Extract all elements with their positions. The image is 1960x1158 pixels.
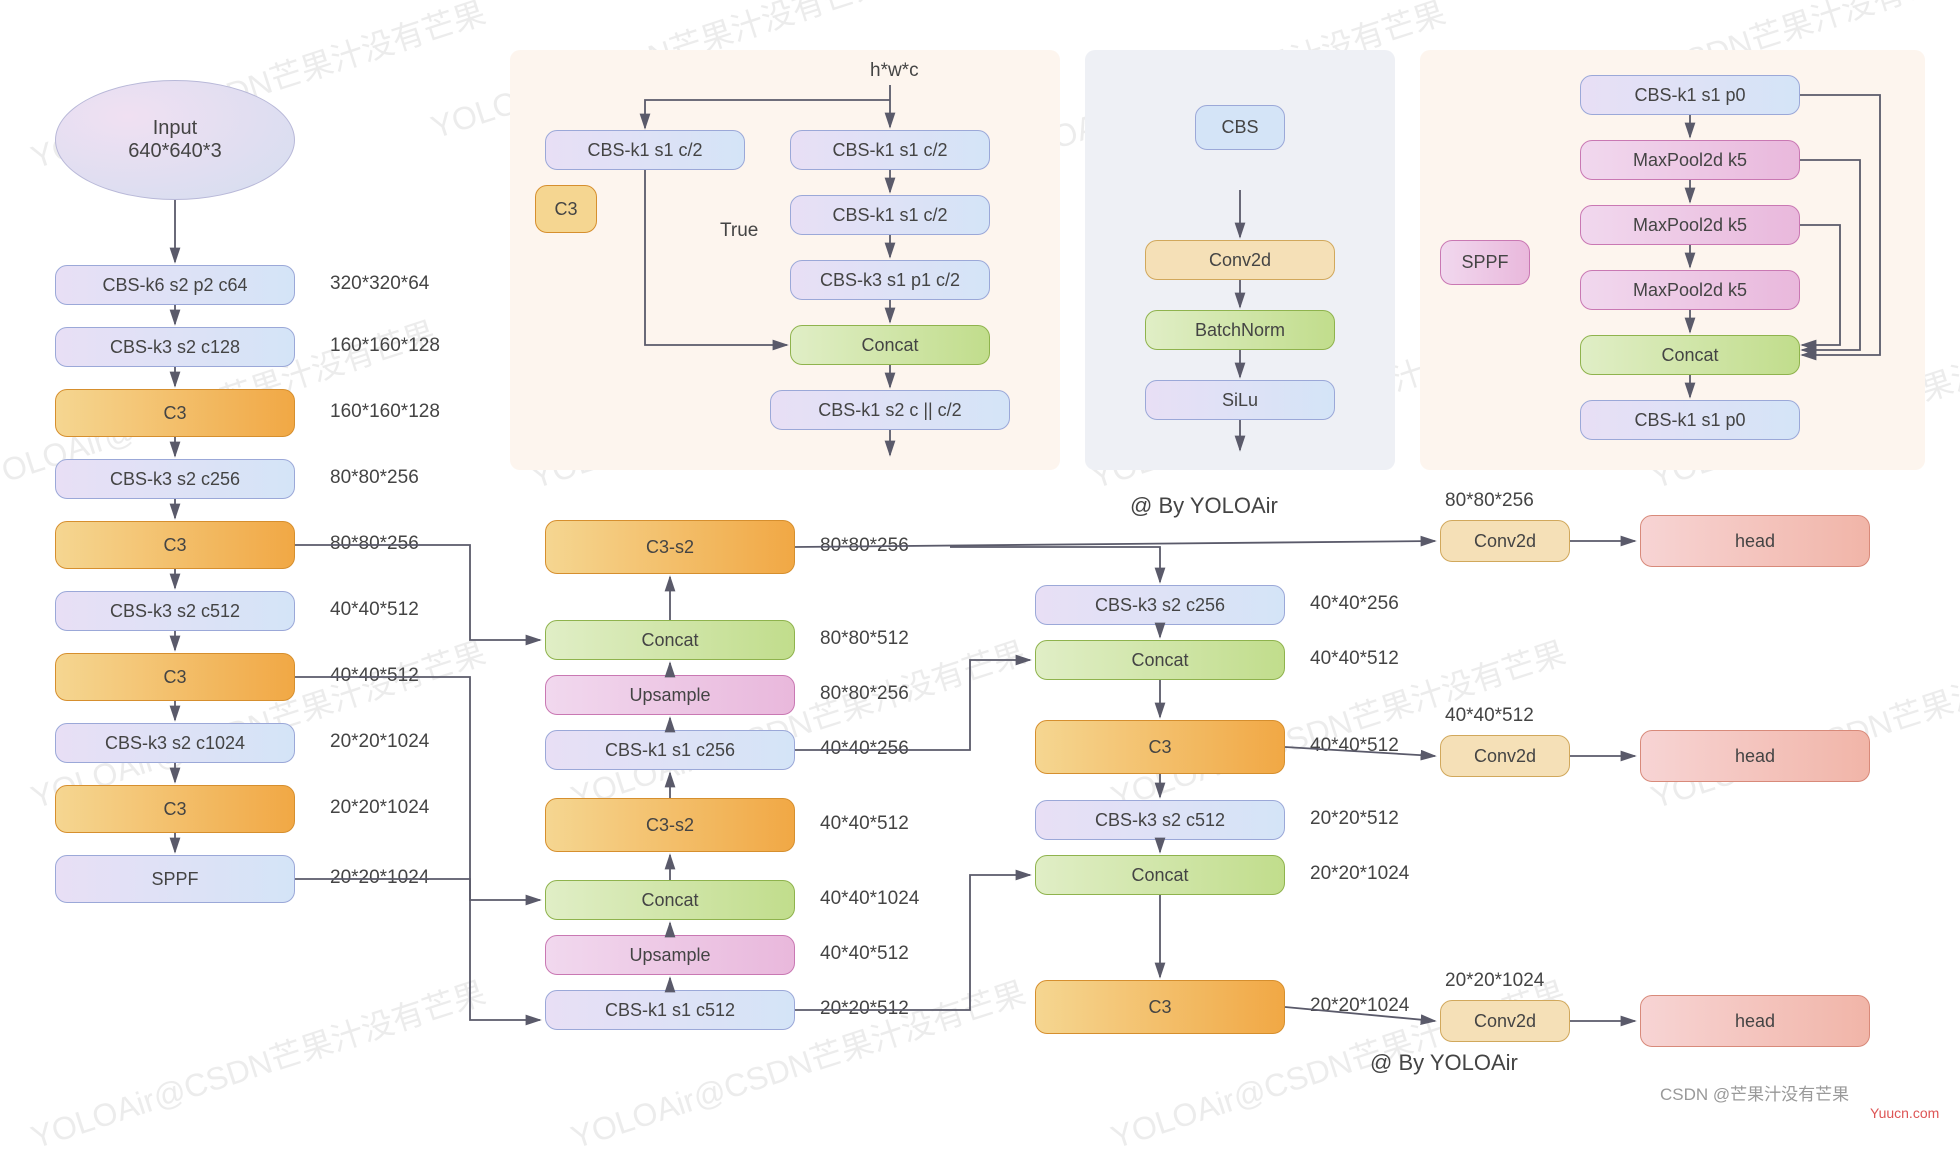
credit-csdn: CSDN @芒果汁没有芒果 — [1660, 1080, 1849, 1105]
backbone-dim-3: 80*80*256 — [330, 467, 419, 489]
neck1-dim-6: 80*80*512 — [820, 628, 909, 650]
neck2-3: CBS-k3 s2 c512 — [1035, 800, 1285, 840]
cbs-silu: SiLu — [1145, 380, 1335, 420]
neck1-dim-0: 20*20*512 — [820, 998, 909, 1020]
neck2-0: CBS-k3 s2 c256 — [1035, 585, 1285, 625]
credit-yuucn: Yuucn.com — [1870, 1105, 1939, 1121]
input-node: Input 640*640*3 — [55, 80, 295, 200]
sppf-mp3: MaxPool2d k5 — [1580, 270, 1800, 310]
backbone-dim-5: 40*40*512 — [330, 599, 419, 621]
backbone-9: SPPF — [55, 855, 295, 903]
c3-cbs-out: CBS-k1 s2 c || c/2 — [770, 390, 1010, 430]
head-2: head — [1640, 995, 1870, 1047]
watermark: YOLOAir@CSDN芒果汁没有芒果 — [25, 968, 491, 1158]
head-0: head — [1640, 515, 1870, 567]
sppf-cbs1: CBS-k1 s1 p0 — [1580, 75, 1800, 115]
neck1-4: CBS-k1 s1 c256 — [545, 730, 795, 770]
neck2-dim-3: 20*20*512 — [1310, 808, 1399, 830]
conv-dim-1: 40*40*512 — [1445, 705, 1534, 727]
sppf-concat: Concat — [1580, 335, 1800, 375]
c3-cbs-3: CBS-k3 s1 p1 c/2 — [790, 260, 990, 300]
neck1-0: CBS-k1 s1 c512 — [545, 990, 795, 1030]
neck2-1: Concat — [1035, 640, 1285, 680]
neck1-dim-3: 40*40*512 — [820, 813, 909, 835]
neck2-dim-4: 20*20*1024 — [1310, 863, 1409, 885]
neck1-dim-2: 40*40*1024 — [820, 888, 919, 910]
neck1-7: C3-s2 — [545, 520, 795, 574]
credit-by: @ By YOLOAir — [1130, 493, 1278, 519]
backbone-dim-9: 20*20*1024 — [330, 867, 429, 889]
neck2-dim-0: 40*40*256 — [1310, 593, 1399, 615]
neck1-2: Concat — [545, 880, 795, 920]
neck2-5: C3 — [1035, 980, 1285, 1034]
neck2-dim-1: 40*40*512 — [1310, 648, 1399, 670]
conv-dim-2: 20*20*1024 — [1445, 970, 1544, 992]
neck2-4: Concat — [1035, 855, 1285, 895]
cbs-tag: CBS — [1195, 105, 1285, 150]
head-1: head — [1640, 730, 1870, 782]
credit-by2: @ By YOLOAir — [1370, 1050, 1518, 1076]
cbs-conv: Conv2d — [1145, 240, 1335, 280]
backbone-dim-7: 20*20*1024 — [330, 731, 429, 753]
c3-tag: C3 — [535, 185, 597, 233]
neck1-dim-1: 40*40*512 — [820, 943, 909, 965]
sppf-mp2: MaxPool2d k5 — [1580, 205, 1800, 245]
backbone-1: CBS-k3 s2 c128 — [55, 327, 295, 367]
backbone-2: C3 — [55, 389, 295, 437]
conv-1: Conv2d — [1440, 735, 1570, 777]
backbone-8: C3 — [55, 785, 295, 833]
c3-cbs-2: CBS-k1 s1 c/2 — [790, 195, 990, 235]
backbone-3: CBS-k3 s2 c256 — [55, 459, 295, 499]
backbone-dim-2: 160*160*128 — [330, 401, 440, 423]
sppf-tag: SPPF — [1440, 240, 1530, 285]
neck1-3: C3-s2 — [545, 798, 795, 852]
backbone-dim-1: 160*160*128 — [330, 335, 440, 357]
neck1-1: Upsample — [545, 935, 795, 975]
true-label: True — [720, 220, 758, 242]
neck1-dim-7: 80*80*256 — [820, 535, 909, 557]
neck1-5: Upsample — [545, 675, 795, 715]
backbone-4: C3 — [55, 521, 295, 569]
conv-2: Conv2d — [1440, 1000, 1570, 1042]
sppf-mp1: MaxPool2d k5 — [1580, 140, 1800, 180]
conv-0: Conv2d — [1440, 520, 1570, 562]
watermark: YOLOAir@CSDN芒果汁没有芒果 — [1645, 628, 1960, 819]
neck2-2: C3 — [1035, 720, 1285, 774]
sppf-cbs2: CBS-k1 s1 p0 — [1580, 400, 1800, 440]
backbone-dim-4: 80*80*256 — [330, 533, 419, 555]
backbone-5: CBS-k3 s2 c512 — [55, 591, 295, 631]
cbs-bn: BatchNorm — [1145, 310, 1335, 350]
conv-dim-0: 80*80*256 — [1445, 490, 1534, 512]
c3-cbs-right: CBS-k1 s1 c/2 — [790, 130, 990, 170]
backbone-7: CBS-k3 s2 c1024 — [55, 723, 295, 763]
neck1-dim-4: 40*40*256 — [820, 738, 909, 760]
neck1-dim-5: 80*80*256 — [820, 683, 909, 705]
neck1-6: Concat — [545, 620, 795, 660]
c3-concat: Concat — [790, 325, 990, 365]
neck2-dim-2: 40*40*512 — [1310, 735, 1399, 757]
backbone-0: CBS-k6 s2 p2 c64 — [55, 265, 295, 305]
backbone-dim-6: 40*40*512 — [330, 665, 419, 687]
c3-cbs-left: CBS-k1 s1 c/2 — [545, 130, 745, 170]
backbone-dim-0: 320*320*64 — [330, 273, 429, 295]
hwc-label: h*w*c — [870, 60, 919, 82]
neck2-dim-5: 20*20*1024 — [1310, 995, 1409, 1017]
backbone-dim-8: 20*20*1024 — [330, 797, 429, 819]
backbone-6: C3 — [55, 653, 295, 701]
